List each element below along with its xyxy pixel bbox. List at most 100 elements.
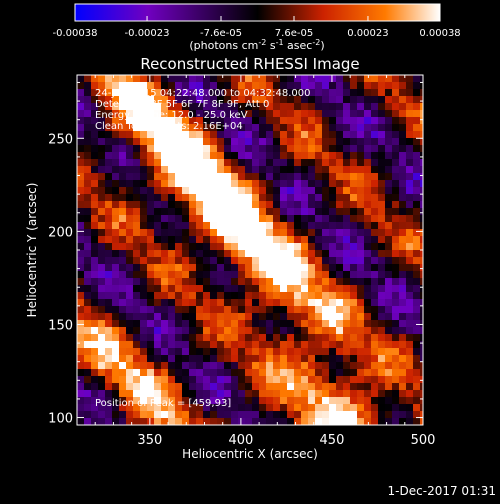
heatmap-cell xyxy=(280,138,288,146)
heatmap-cell xyxy=(392,187,400,195)
heatmap-cell xyxy=(385,313,393,321)
heatmap-cell xyxy=(182,278,190,286)
heatmap-cell xyxy=(140,341,148,349)
heatmap-cell xyxy=(420,299,423,307)
heatmap-cell xyxy=(399,110,407,118)
heatmap-cell xyxy=(343,159,351,167)
heatmap-cell xyxy=(154,334,162,342)
heatmap-cell xyxy=(294,278,302,286)
heatmap-cell xyxy=(252,390,260,398)
heatmap-cell xyxy=(308,355,316,363)
heatmap-cell xyxy=(175,110,183,118)
heatmap-cell xyxy=(210,243,218,251)
heatmap-cell xyxy=(287,138,295,146)
heatmap-cell xyxy=(266,138,274,146)
heatmap-cell xyxy=(147,320,155,328)
heatmap-cell xyxy=(420,208,423,216)
heatmap-cell xyxy=(259,243,267,251)
heatmap-cell xyxy=(140,383,148,391)
heatmap-cell xyxy=(329,299,337,307)
heatmap-cell xyxy=(259,138,267,146)
heatmap-cell xyxy=(301,222,309,230)
heatmap-cell xyxy=(364,306,372,314)
heatmap-cell xyxy=(175,159,183,167)
heatmap-cell xyxy=(252,89,260,97)
heatmap-cell xyxy=(308,397,316,405)
heatmap-cell xyxy=(371,376,379,384)
heatmap-cell xyxy=(385,271,393,279)
heatmap-cell xyxy=(140,117,148,125)
heatmap-cell xyxy=(217,362,225,370)
heatmap-cell xyxy=(287,187,295,195)
heatmap-cell xyxy=(224,145,232,153)
heatmap-cell xyxy=(392,236,400,244)
heatmap-cell xyxy=(294,362,302,370)
heatmap-cell xyxy=(112,271,120,279)
heatmap-cell xyxy=(266,320,274,328)
heatmap-cell xyxy=(322,110,330,118)
heatmap-cell xyxy=(161,348,169,356)
heatmap-cell xyxy=(154,110,162,118)
heatmap-cell xyxy=(217,124,225,132)
heatmap-cell xyxy=(189,201,197,209)
heatmap-cell xyxy=(238,82,246,90)
heatmap-cell xyxy=(322,348,330,356)
heatmap-cell xyxy=(217,82,225,90)
heatmap-cell xyxy=(399,285,407,293)
heatmap-cell xyxy=(210,362,218,370)
heatmap-cell xyxy=(322,180,330,188)
heatmap-cell xyxy=(322,376,330,384)
heatmap-cell xyxy=(266,243,274,251)
heatmap-cell xyxy=(364,348,372,356)
heatmap-cell xyxy=(322,236,330,244)
heatmap-cell xyxy=(98,383,106,391)
heatmap-cell xyxy=(91,145,99,153)
heatmap-cell xyxy=(154,117,162,125)
heatmap-cell xyxy=(105,250,113,258)
heatmap-cell xyxy=(133,180,141,188)
heatmap-cell xyxy=(161,222,169,230)
heatmap-cell xyxy=(154,75,162,83)
heatmap-cell xyxy=(287,180,295,188)
heatmap-cell xyxy=(329,285,337,293)
heatmap-cell xyxy=(238,411,246,419)
heatmap-cell xyxy=(343,418,351,425)
heatmap-cell xyxy=(168,152,176,160)
heatmap-cell xyxy=(385,292,393,300)
heatmap-cell xyxy=(77,299,85,307)
heatmap-cell xyxy=(119,327,127,335)
heatmap-cell xyxy=(182,397,190,405)
heatmap-cell xyxy=(259,215,267,223)
heatmap-cell xyxy=(322,390,330,398)
heatmap-cell xyxy=(392,145,400,153)
heatmap-cell xyxy=(336,327,344,335)
heatmap-cell xyxy=(112,152,120,160)
heatmap-cell xyxy=(315,285,323,293)
heatmap-cell xyxy=(280,243,288,251)
heatmap-cell xyxy=(301,285,309,293)
heatmap-cell xyxy=(399,369,407,377)
heatmap-cell xyxy=(119,313,127,321)
heatmap-cell xyxy=(161,208,169,216)
heatmap-cell xyxy=(378,236,386,244)
heatmap-cell xyxy=(294,187,302,195)
heatmap-cell xyxy=(119,138,127,146)
heatmap-cell xyxy=(280,390,288,398)
heatmap-cell xyxy=(280,250,288,258)
heatmap-cell xyxy=(238,376,246,384)
heatmap-cell xyxy=(245,348,253,356)
heatmap-cell xyxy=(189,229,197,237)
heatmap-cell xyxy=(350,250,358,258)
heatmap-cell xyxy=(343,334,351,342)
heatmap-cell xyxy=(315,138,323,146)
heatmap-cell xyxy=(329,264,337,272)
heatmap-cell xyxy=(392,369,400,377)
heatmap-cell xyxy=(329,257,337,265)
heatmap-cell xyxy=(224,215,232,223)
heatmap-cell xyxy=(301,383,309,391)
heatmap-cell xyxy=(196,243,204,251)
heatmap-cell xyxy=(364,250,372,258)
heatmap-cell xyxy=(259,292,267,300)
heatmap-cell xyxy=(259,201,267,209)
heatmap-cell xyxy=(161,180,169,188)
